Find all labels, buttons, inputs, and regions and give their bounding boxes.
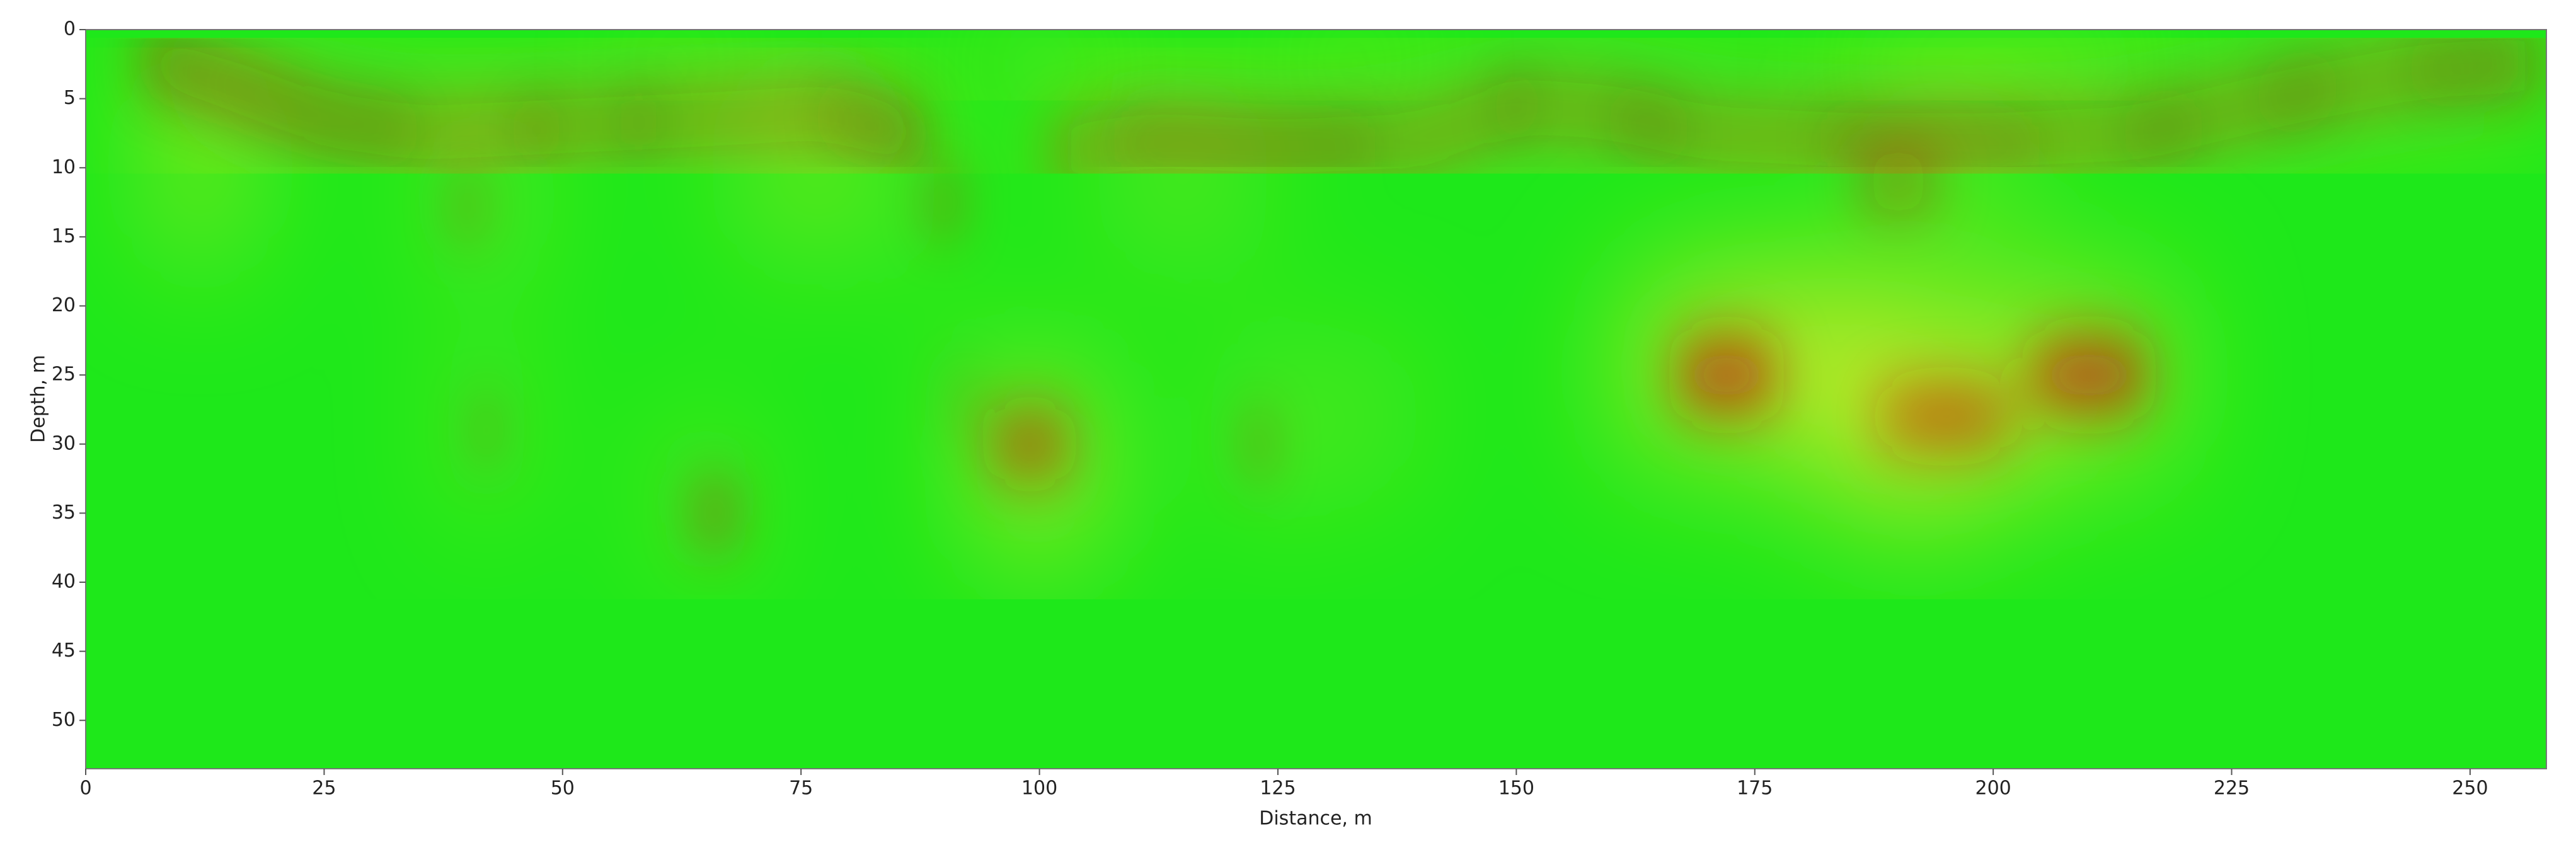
- x-tick-label: 100: [1021, 778, 1057, 800]
- y-tick-label: 20: [52, 294, 76, 316]
- y-tick-label: 30: [52, 432, 76, 454]
- reflection-layer: [143, 41, 2547, 525]
- x-tick-label: 225: [2214, 778, 2250, 800]
- x-tick-label: 200: [1975, 778, 2011, 800]
- y-tick-label: 0: [64, 18, 76, 40]
- x-axis-title: Distance, m: [1259, 808, 1372, 830]
- y-tick-label: 50: [52, 709, 76, 731]
- x-tick-label: 50: [551, 778, 575, 800]
- plot-frame: [85, 29, 2547, 769]
- y-tick-label: 15: [52, 225, 76, 247]
- y-tick-label: 25: [52, 364, 76, 386]
- x-tick-label: 0: [79, 778, 91, 800]
- strong-zones: [448, 170, 2156, 525]
- x-tick-label: 75: [789, 778, 813, 800]
- x-tick-label: 150: [1498, 778, 1534, 800]
- y-tick-label: 45: [52, 640, 76, 662]
- x-tick-label: 125: [1260, 778, 1296, 800]
- y-tick-label: 35: [52, 502, 76, 524]
- y-axis-title: Depth, m: [28, 355, 50, 443]
- x-tick-label: 175: [1737, 778, 1773, 800]
- y-tick-label: 10: [52, 156, 76, 178]
- y-tick-label: 5: [64, 87, 76, 109]
- x-tick-label: 250: [2452, 778, 2488, 800]
- faint-zones: [619, 40, 2166, 91]
- reflections: [143, 41, 2547, 525]
- x-tick-label: 25: [312, 778, 336, 800]
- y-tick-label: 40: [52, 571, 76, 593]
